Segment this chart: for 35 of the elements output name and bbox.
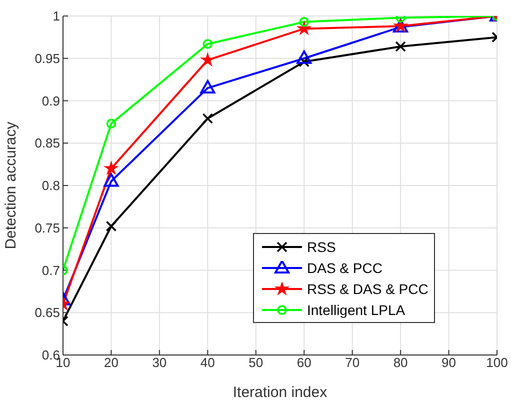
point bbox=[106, 118, 116, 129]
legend-label: DAS & PCC bbox=[307, 260, 382, 276]
y-tick-label: 0.85 bbox=[34, 136, 60, 151]
legend-label: Intelligent LPLA bbox=[307, 302, 406, 318]
x-tick-label: 50 bbox=[248, 355, 264, 370]
y-tick-label: 0.9 bbox=[42, 93, 60, 108]
point bbox=[104, 173, 119, 187]
y-tick-label: 0.8 bbox=[42, 178, 60, 194]
y-tick-label: 0.75 bbox=[34, 220, 60, 236]
x-tick-label: 30 bbox=[152, 355, 167, 370]
y-tick-label: 1 bbox=[52, 8, 60, 24]
y-axis-title: Detection accuracy bbox=[2, 121, 20, 250]
x-tick-label: 90 bbox=[442, 355, 456, 370]
x-tick-label: 100 bbox=[486, 355, 508, 370]
y-tick-label: 0.95 bbox=[34, 50, 60, 66]
x-tick-label: 80 bbox=[393, 355, 408, 370]
x-tick-label: 70 bbox=[345, 355, 360, 370]
x-tick-label: 40 bbox=[200, 355, 215, 370]
y-tick-label: 0.7 bbox=[42, 262, 60, 278]
point bbox=[296, 50, 312, 64]
legend-label: RSS bbox=[307, 238, 336, 254]
y-tick-label: 0.65 bbox=[34, 305, 60, 320]
x-tick-label: 60 bbox=[296, 355, 312, 370]
point bbox=[105, 162, 118, 174]
x-axis-title: Iteration index bbox=[232, 384, 328, 401]
x-tick-label: 20 bbox=[104, 355, 118, 370]
legend-label: RSS & DAS & PCC bbox=[307, 280, 428, 296]
point bbox=[106, 220, 117, 232]
point bbox=[202, 113, 214, 124]
point bbox=[299, 17, 310, 27]
point bbox=[202, 54, 214, 66]
point bbox=[298, 22, 310, 34]
point bbox=[200, 80, 216, 94]
point bbox=[395, 41, 406, 52]
point bbox=[202, 39, 213, 49]
